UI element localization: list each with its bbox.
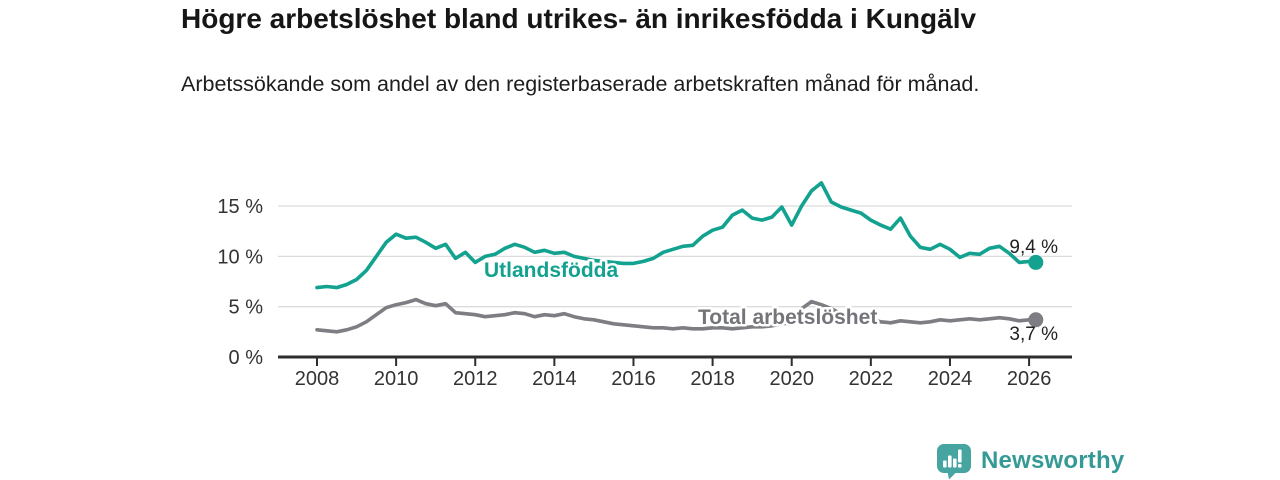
end-dot-total-arbetsl-shet: [1028, 312, 1044, 328]
x-tick-label-2014: 2014: [532, 368, 577, 390]
brand-name: Newsworthy: [981, 447, 1125, 474]
x-tick-label-2010: 2010: [374, 368, 419, 390]
line-total-arbetsl-shet: [315, 297, 1038, 334]
x-tick-label-2022: 2022: [849, 368, 894, 390]
x-tick-label-2020: 2020: [769, 368, 814, 390]
end-value-label-total-arbetsl-shet: 3,7 %: [1009, 324, 1058, 345]
x-tick-label-2018: 2018: [690, 368, 735, 390]
series-label-total-arbetsl-shet: Total arbetslöshet: [698, 306, 877, 329]
end-value-label-utlandsf-dda: 9,4 %: [1009, 237, 1058, 258]
y-tick-label-10: 10 %: [217, 246, 263, 268]
y-tick-label-15: 15 %: [217, 196, 263, 218]
brand-footer: Newsworthy: [936, 443, 1124, 479]
x-tick-label-2026: 2026: [1007, 368, 1052, 390]
series-label-utlandsf-dda: Utlandsfödda: [484, 259, 618, 282]
chart-title: Högre arbetslöshet bland utrikes- än inr…: [181, 3, 977, 34]
x-tick-label-2024: 2024: [928, 368, 973, 390]
x-tick-label-2016: 2016: [611, 368, 656, 390]
line-utlandsf-dda: [315, 181, 1038, 290]
end-dot-utlandsf-dda: [1028, 254, 1044, 270]
x-tick-label-2008: 2008: [295, 368, 340, 390]
y-tick-label-5: 5 %: [229, 297, 264, 319]
newsworthy-pin-barchart-icon: [937, 444, 971, 479]
y-tick-label-0: 0 %: [229, 347, 264, 369]
chart-subtitle: Arbetssökande som andel av den registerb…: [181, 72, 980, 96]
x-tick-label-2012: 2012: [453, 368, 498, 390]
